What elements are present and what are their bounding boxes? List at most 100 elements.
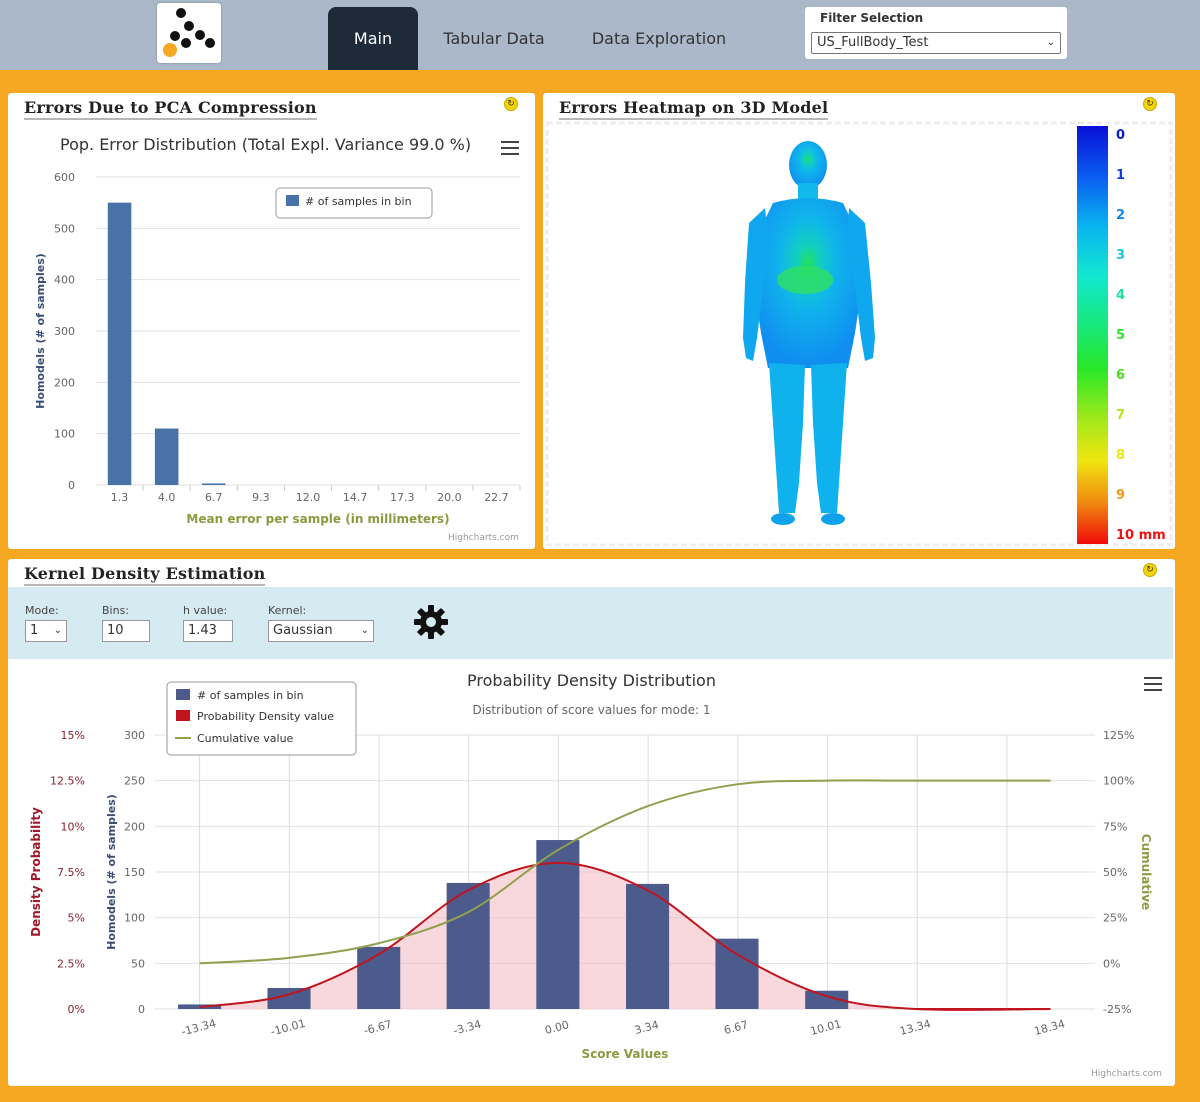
y-tick-label: 100: [54, 428, 75, 441]
y-tick-label: 150: [124, 866, 145, 879]
refresh-icon[interactable]: ↻: [1143, 97, 1157, 111]
x-tick-label: 0.00: [543, 1018, 570, 1037]
density-tick-label: 7.5%: [57, 866, 85, 879]
y-tick-label: 300: [54, 325, 75, 338]
bar: [267, 987, 311, 1009]
scale-label: 2: [1116, 208, 1125, 223]
bins-input[interactable]: 10: [102, 620, 150, 642]
bar: [626, 883, 670, 1009]
density-area: [199, 862, 1051, 1010]
kde-panel: Kernel Density Estimation ↻ Mode: 1 ⌄ Bi…: [8, 559, 1175, 1086]
tab-main[interactable]: Main: [328, 7, 418, 70]
kde-chart-title: Probability Density Distribution: [467, 671, 716, 690]
bar: [178, 1004, 222, 1009]
heatmap-view[interactable]: 0 1 2 3 4 5 6 7 8 9 10 mm: [543, 93, 1175, 549]
filter-selection: Filter Selection US_FullBody_Test ⌄: [805, 7, 1067, 59]
cumulative-tick-label: 100%: [1103, 775, 1134, 788]
x-tick-label: 3.34: [633, 1018, 660, 1037]
x-tick-label: -6.67: [362, 1018, 393, 1038]
x-tick-label: 9.3: [252, 491, 270, 504]
chevron-down-icon: ⌄: [1046, 37, 1055, 48]
filter-select-value: US_FullBody_Test: [817, 35, 929, 50]
y-axis-label: Homodels (# of samples): [105, 794, 118, 950]
scale-label: 10 mm: [1116, 528, 1166, 543]
y-tick-label: 300: [124, 729, 145, 742]
bar: [536, 840, 580, 1009]
color-scale-bar: [1077, 126, 1108, 544]
refresh-icon[interactable]: ↻: [504, 97, 518, 111]
x-tick-label: -3.34: [452, 1018, 483, 1038]
kernel-label: Kernel:: [268, 604, 307, 617]
legend-box: [275, 187, 433, 219]
chart-menu-icon[interactable]: [501, 141, 519, 155]
gear-icon[interactable]: [413, 604, 449, 640]
chart-menu-icon[interactable]: [1144, 677, 1162, 691]
panel-title-pca: Errors Due to PCA Compression: [24, 98, 317, 120]
bar: [357, 946, 401, 1009]
h-value-label: h value:: [183, 604, 228, 617]
bar: [446, 882, 490, 1009]
y-tick-label: 50: [131, 957, 145, 970]
kde-chart-subtitle: Distribution of score values for mode: 1: [472, 703, 711, 717]
scale-label: 6: [1116, 368, 1125, 383]
mode-select[interactable]: 1 ⌄: [25, 620, 67, 642]
density-tick-label: 5%: [68, 912, 85, 925]
density-tick-label: 0%: [68, 1003, 85, 1016]
kernel-select[interactable]: Gaussian ⌄: [268, 620, 374, 642]
x-axis-label: Score Values: [582, 1047, 669, 1061]
legend-label: # of samples in bin: [197, 689, 304, 702]
bins-label: Bins:: [102, 604, 130, 617]
x-tick-label: 1.3: [111, 491, 129, 504]
scale-label: 8: [1116, 448, 1125, 463]
top-bar: Main Tabular Data Data Exploration Filte…: [0, 0, 1200, 70]
scale-label: 7: [1116, 408, 1125, 423]
legend-label: Cumulative value: [197, 732, 294, 745]
heatmap-panel: Errors Heatmap on 3D Model ↻: [543, 93, 1175, 549]
scale-label: 3: [1116, 248, 1125, 263]
x-tick-label: 4.0: [158, 491, 176, 504]
app-logo[interactable]: [157, 3, 221, 63]
x-tick-label: 12.0: [296, 491, 321, 504]
h-value-input[interactable]: 1.43: [183, 620, 233, 642]
density-axis-label: Density Probability: [29, 807, 43, 937]
pca-chart: 0 100 200 300 400 500 600 1.3 4.0 6.7 9.3 12.0 14.7 1…: [34, 171, 521, 526]
body-model-icon: [743, 141, 875, 525]
y-tick-label: 0: [68, 479, 75, 492]
refresh-icon[interactable]: ↻: [1143, 563, 1157, 577]
bar: [154, 428, 179, 485]
density-line: [199, 861, 1051, 1011]
x-tick-label: 10.01: [809, 1017, 843, 1038]
panel-title-heatmap: Errors Heatmap on 3D Model: [559, 98, 829, 120]
legend-box: [166, 681, 357, 756]
cumulative-tick-label: 25%: [1103, 912, 1127, 925]
y-tick-label: 400: [54, 274, 75, 287]
chart-credits: Highcharts.com: [1091, 1069, 1162, 1079]
scale-label: 5: [1116, 328, 1125, 343]
y-tick-label: 0: [138, 1003, 145, 1016]
filter-select[interactable]: US_FullBody_Test ⌄: [811, 32, 1061, 54]
legend-label: # of samples in bin: [305, 195, 412, 208]
density-tick-label: 2.5%: [57, 957, 85, 970]
legend-swatch: [176, 689, 190, 700]
x-tick-label: 20.0: [437, 491, 462, 504]
bar: [202, 483, 226, 485]
x-tick-label: 22.7: [484, 491, 509, 504]
kde-controls: Mode: 1 ⌄ Bins: 10 h value: 1.43 Kernel:…: [8, 587, 1173, 659]
tab-data-exploration[interactable]: Data Exploration: [591, 29, 727, 48]
y-tick-label: 250: [124, 775, 145, 788]
x-tick-label: -10.01: [269, 1017, 307, 1039]
y-tick-label: 600: [54, 171, 75, 184]
legend-swatch: [286, 195, 299, 206]
chart-credits: Highcharts.com: [448, 533, 519, 543]
cumulative-axis-label: Cumulative: [1139, 834, 1153, 910]
y-axis-label: Homodels (# of samples): [34, 253, 47, 409]
chart-legend: # of samples in bin: [275, 187, 433, 219]
scale-label: 4: [1116, 288, 1125, 303]
color-scale-labels: 0 1 2 3 4 5 6 7 8 9 10 mm: [1116, 128, 1166, 543]
y-tick-label: 500: [54, 222, 75, 235]
tab-tabular-data[interactable]: Tabular Data: [443, 29, 545, 48]
density-tick-label: 12.5%: [50, 775, 85, 788]
cumulative-tick-label: 75%: [1103, 820, 1127, 833]
panel-title-kde: Kernel Density Estimation: [24, 564, 266, 586]
